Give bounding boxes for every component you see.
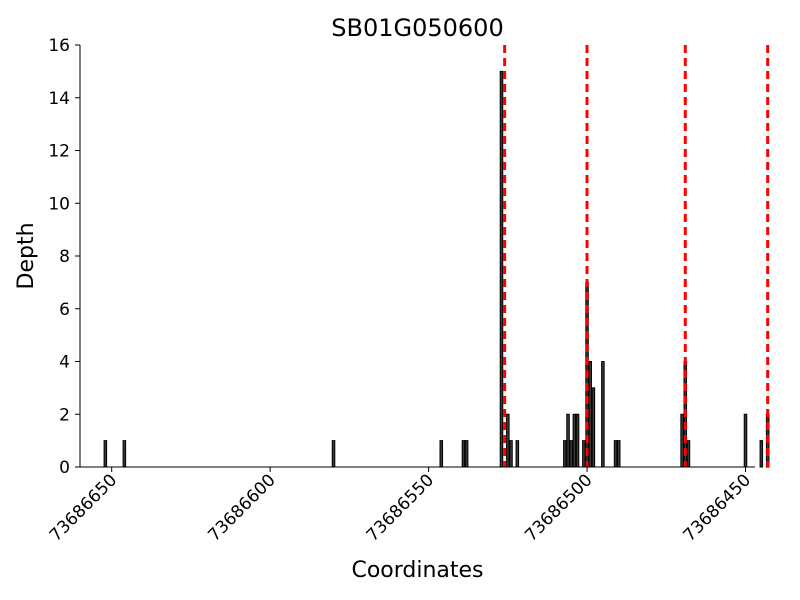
x-tick-label: 73686650 <box>46 470 121 545</box>
y-tick-label: 2 <box>59 405 70 425</box>
y-axis-label: Depth <box>14 222 39 289</box>
bar <box>582 440 586 468</box>
x-axis-label: Coordinates <box>351 558 483 583</box>
bar <box>591 387 596 468</box>
bar <box>680 413 684 468</box>
y-tick-label: 12 <box>48 142 70 162</box>
y-tick-label: 4 <box>59 353 70 373</box>
y-tick-label: 0 <box>59 458 70 478</box>
axes-layer <box>79 45 755 468</box>
y-tick-label: 16 <box>48 36 70 56</box>
x-tick-label: 73686600 <box>204 470 279 545</box>
bar <box>331 440 336 468</box>
bars-layer <box>103 70 770 468</box>
bar <box>601 361 605 468</box>
bar <box>575 413 580 468</box>
bar <box>122 440 127 468</box>
y-tick-label: 10 <box>48 194 70 214</box>
bar <box>439 440 444 468</box>
bar <box>103 440 108 468</box>
bar <box>464 440 469 468</box>
bar <box>572 413 577 468</box>
bar <box>588 361 592 468</box>
bar <box>509 440 513 468</box>
bar <box>563 440 567 468</box>
bar <box>686 440 691 468</box>
dashed-lines-layer <box>503 45 770 467</box>
bar <box>506 413 510 468</box>
bar <box>515 440 520 468</box>
bar <box>569 440 573 468</box>
y-tick-label: 8 <box>59 247 70 267</box>
ticks-layer: 0 2 4 6 8 10 12 14 16 73686650 73686600 73686550 736… <box>46 36 755 546</box>
y-tick-label: 14 <box>48 89 70 109</box>
bar <box>499 70 504 468</box>
x-tick-label: 73686550 <box>363 470 438 545</box>
bar <box>616 440 621 468</box>
bar <box>743 413 748 468</box>
bar <box>566 413 570 468</box>
x-tick-label: 73686450 <box>680 470 755 545</box>
y-tick-label: 6 <box>59 300 70 320</box>
plot-area: 0 2 4 6 8 10 12 14 16 73686650 73686600 73686550 736… <box>46 36 770 546</box>
bar <box>613 440 618 468</box>
x-tick-label: 73686500 <box>521 470 596 545</box>
bar <box>461 440 466 468</box>
bar <box>759 440 764 468</box>
chart-title: SB01G050600 <box>331 14 503 42</box>
